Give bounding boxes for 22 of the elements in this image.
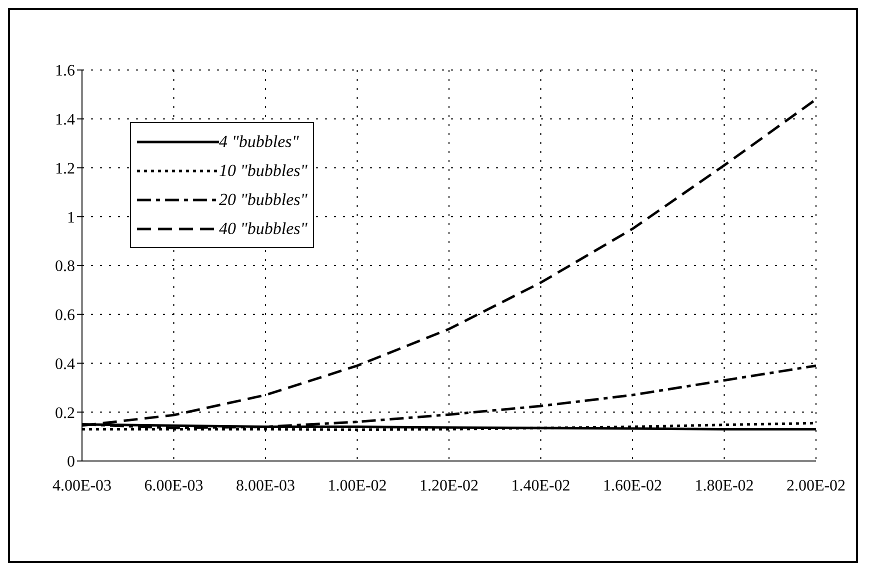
x-tick-label: 1.00E-02 — [328, 477, 387, 494]
x-tick-label: 2.00E-02 — [786, 477, 846, 494]
x-tick-label: 1.40E-02 — [511, 477, 570, 494]
legend-label: 40 "bubbles" — [219, 218, 308, 238]
x-tick-label: 1.60E-02 — [602, 477, 662, 494]
x-tick-label: 1.20E-02 — [419, 477, 479, 494]
y-tick-label: 1 — [67, 209, 75, 226]
x-tick-label: 6.00E-03 — [144, 477, 204, 494]
legend-label: 20 "bubbles" — [219, 190, 308, 210]
y-tick-label: 0.2 — [55, 404, 75, 422]
y-tick-label: 0.6 — [55, 307, 75, 324]
legend-label: 4 "bubbles" — [219, 132, 299, 152]
x-tick-label: 8.00E-03 — [236, 477, 296, 494]
y-tick-label: 1.6 — [55, 62, 75, 80]
y-tick-label: 0.4 — [55, 356, 75, 373]
y-tick-label: 1.4 — [55, 112, 75, 129]
y-tick-label: 0 — [67, 454, 75, 471]
x-tick-label: 1.80E-02 — [694, 477, 754, 494]
legend-label: 10 "bubbles" — [219, 160, 308, 180]
x-tick-label: 4.00E-03 — [52, 477, 112, 494]
y-tick-label: 1.2 — [55, 160, 75, 178]
y-tick-label: 0.8 — [55, 258, 75, 276]
